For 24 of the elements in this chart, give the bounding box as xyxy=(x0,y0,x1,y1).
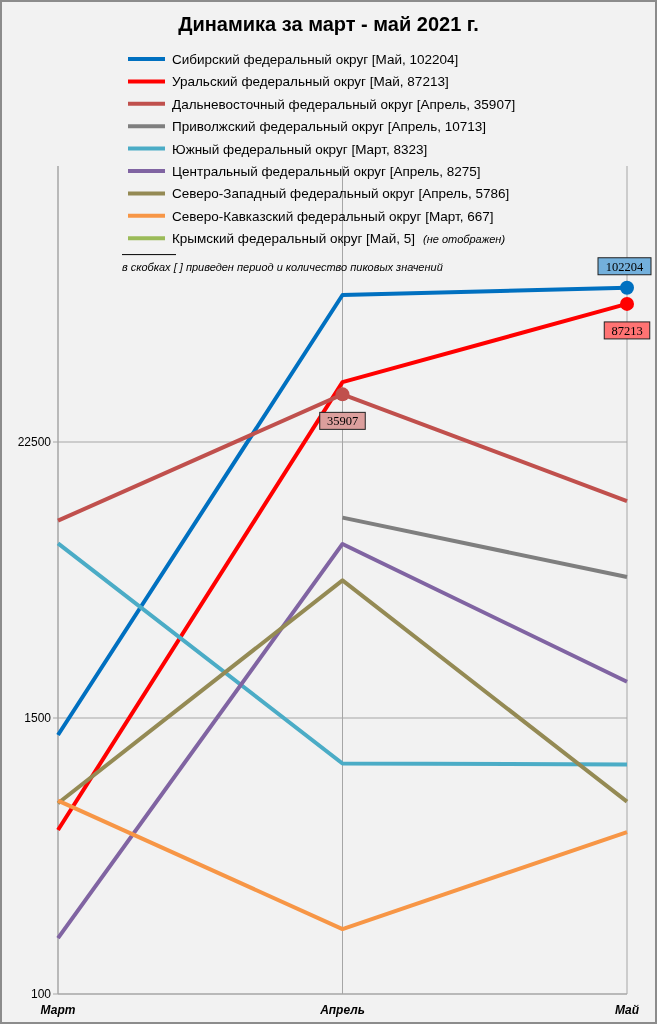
legend-label: Северо-Западный федеральный округ [Апрель, 5786] xyxy=(172,186,510,202)
legend-label: Центральный федеральный округ [Апрель, 8275] xyxy=(172,164,481,179)
x-tick-label: Апрель xyxy=(319,1003,365,1017)
legend-label: Южный федеральный округ [Март, 8323] xyxy=(172,141,428,157)
legend-label: Дальневосточный федеральный округ [Апрель, 35907] xyxy=(172,96,516,112)
legend-label: Приволжский федеральный округ [Апрель, 10713] xyxy=(172,119,486,135)
y-tick-label: 22500 xyxy=(17,435,52,449)
annotation: (не отображен) xyxy=(423,233,506,246)
legend-label: Сибирский федеральный округ [Май, 102204] xyxy=(172,52,459,67)
annotation: 35907 xyxy=(326,414,359,429)
chart-title: Динамика за март - май 2021 г. xyxy=(178,13,479,35)
y-tick-label: 100 xyxy=(30,987,52,1001)
x-tick-label: Май xyxy=(614,1003,640,1017)
point xyxy=(620,280,634,295)
point xyxy=(335,387,350,402)
y-tick-label: 1500 xyxy=(24,711,52,725)
annotation: в скобках [ ] приведен период и количество пиковых значений xyxy=(122,260,443,273)
legend-label: Уральский федеральный округ [Май, 87213] xyxy=(172,74,449,90)
point xyxy=(620,296,634,311)
annotation: 87213 xyxy=(611,323,643,338)
legend-label: Крымский федеральный округ [Май, 5] xyxy=(172,231,416,247)
x-tick-label: Март xyxy=(40,1003,76,1017)
legend-label: Северо-Кавказский федеральный округ [Март, 667] xyxy=(172,208,494,224)
annotation: 102204 xyxy=(605,259,644,274)
